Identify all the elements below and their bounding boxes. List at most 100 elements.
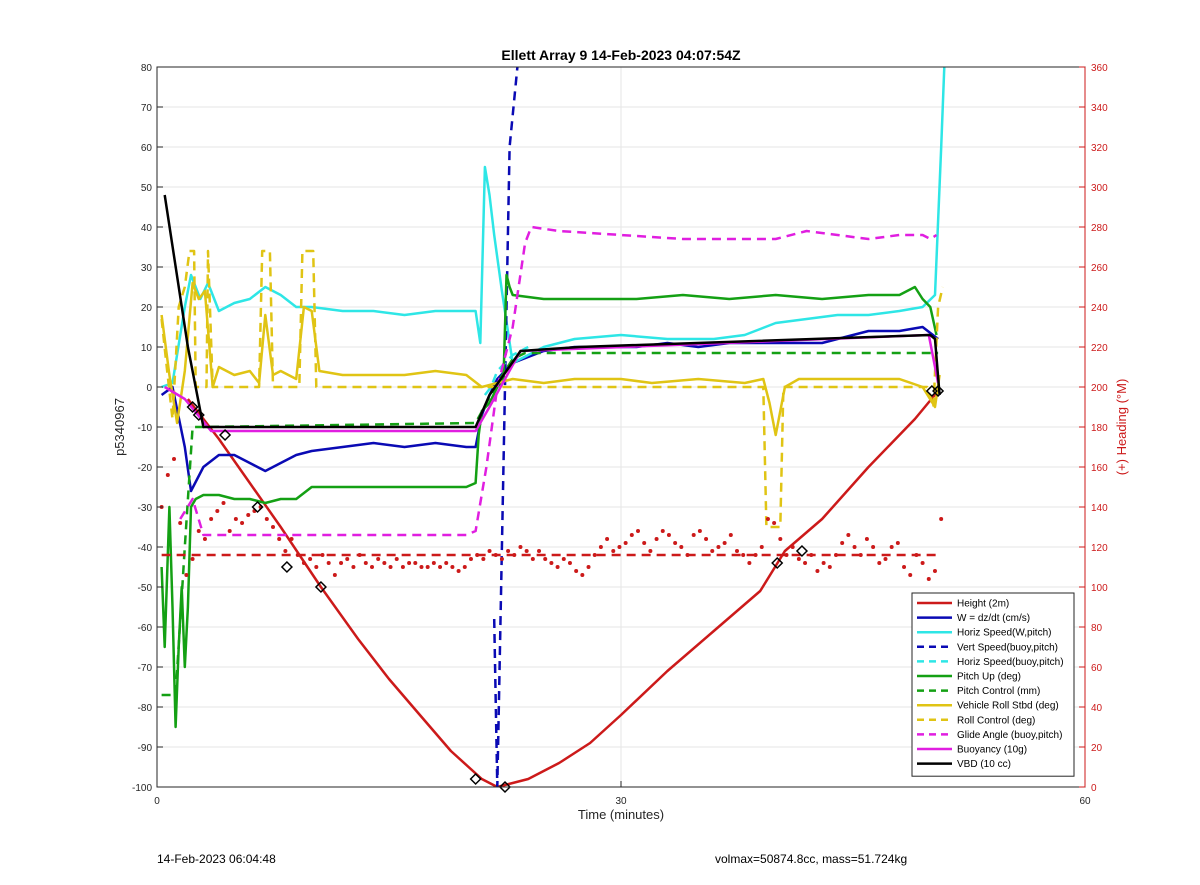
heading-point	[438, 565, 443, 569]
heading-point	[475, 553, 480, 557]
heading-point	[623, 541, 628, 545]
heading-point	[264, 517, 269, 521]
heading-point	[561, 557, 566, 561]
x-tick-label: 60	[1079, 796, 1091, 807]
heading-point	[759, 545, 764, 549]
heading-point	[450, 565, 455, 569]
series-line	[160, 273, 938, 729]
heading-point	[314, 565, 319, 569]
heading-point	[493, 553, 498, 557]
heading-point	[864, 537, 869, 541]
heading-point	[506, 549, 511, 553]
y2-tick-label: 280	[1091, 223, 1108, 234]
heading-point	[165, 473, 170, 477]
heading-point	[716, 545, 721, 549]
diamond-marker	[932, 384, 945, 398]
heading-point	[765, 517, 770, 521]
heading-point	[605, 537, 610, 541]
heading-point	[908, 573, 913, 577]
heading-point	[790, 545, 795, 549]
y-tick-label: 40	[141, 223, 153, 234]
legend-label: Horiz Speed(W,pitch)	[957, 628, 1051, 639]
heading-point	[363, 561, 368, 565]
heading-point	[499, 557, 504, 561]
heading-point	[926, 577, 931, 581]
heading-point	[400, 565, 405, 569]
heading-point	[673, 541, 678, 545]
heading-point	[419, 565, 424, 569]
heading-point	[586, 565, 591, 569]
heading-point	[833, 553, 838, 557]
y2-tick-label: 40	[1091, 703, 1103, 714]
y2-tick-label: 220	[1091, 343, 1108, 354]
y2-tick-label: 160	[1091, 463, 1108, 474]
y2-tick-label: 80	[1091, 623, 1103, 634]
heading-point	[462, 565, 467, 569]
heading-point	[456, 569, 461, 573]
heading-point	[840, 541, 845, 545]
heading-point	[747, 561, 752, 565]
x-tick-label: 30	[615, 796, 627, 807]
heading-point	[326, 561, 331, 565]
heading-point	[407, 561, 412, 565]
heading-point	[549, 561, 554, 565]
heading-point	[685, 553, 690, 557]
heading-point	[660, 529, 665, 533]
heading-point	[728, 533, 733, 537]
legend-label: W = dz/dt (cm/s)	[957, 613, 1030, 624]
y2-tick-label: 140	[1091, 503, 1108, 514]
heading-point	[778, 537, 783, 541]
x-axis-label: Time (minutes)	[578, 807, 664, 822]
heading-point	[332, 573, 337, 577]
y2-tick-label: 0	[1091, 783, 1097, 794]
y-tick-label: 0	[146, 383, 152, 394]
y2-tick-label: 260	[1091, 263, 1108, 274]
y2-tick-label: 360	[1091, 63, 1108, 74]
y-tick-label: -40	[138, 543, 153, 554]
heading-point	[679, 545, 684, 549]
heading-point	[592, 553, 597, 557]
y2-tick-label: 240	[1091, 303, 1108, 314]
heading-point	[598, 545, 603, 549]
heading-point	[741, 553, 746, 557]
heading-point	[530, 557, 535, 561]
heading-point	[221, 501, 226, 505]
heading-point	[295, 553, 300, 557]
y2-tick-label: 60	[1091, 663, 1103, 674]
heading-point	[468, 557, 473, 561]
heading-point	[803, 561, 808, 565]
heading-point	[580, 573, 585, 577]
legend-label: VBD (10 cc)	[957, 759, 1011, 770]
heading-point	[666, 533, 671, 537]
heading-point	[376, 557, 381, 561]
y2-axis-label: (+) Heading (°M)	[1114, 379, 1129, 476]
y-tick-label: 70	[141, 103, 153, 114]
heading-point	[271, 525, 275, 529]
heading-point	[691, 533, 696, 537]
heading-point	[246, 513, 251, 517]
legend-label: Glide Angle (buoy,pitch)	[957, 730, 1062, 741]
diamond-marker	[192, 408, 205, 422]
series-line	[163, 194, 941, 429]
axes: -100-90-80-70-60-50-40-30-20-10010203040…	[132, 63, 1108, 807]
heading-point	[190, 557, 195, 561]
heading-point	[902, 565, 907, 569]
heading-point	[524, 549, 529, 553]
heading-point	[642, 541, 647, 545]
legend: Height (2m) W = dz/dt (cm/s) Horiz Speed(W…	[911, 592, 1075, 777]
diamond-marker	[771, 556, 784, 570]
heading-point	[611, 549, 616, 553]
footer-mass-info: volmax=50874.8cc, mass=51.724kg	[715, 852, 908, 866]
legend-label: Pitch Control (mm)	[957, 686, 1040, 697]
diamond-marker	[498, 780, 512, 794]
heading-point	[308, 557, 313, 561]
heading-point	[710, 549, 715, 553]
heading-point	[889, 545, 894, 549]
heading-point	[939, 517, 944, 521]
heading-point	[301, 561, 306, 565]
diamond-marker	[469, 772, 482, 786]
heading-point	[512, 553, 517, 557]
heading-point	[877, 561, 882, 565]
heading-point	[543, 557, 548, 561]
chart-title: Ellett Array 9 14-Feb-2023 04:07:54Z	[501, 47, 741, 63]
